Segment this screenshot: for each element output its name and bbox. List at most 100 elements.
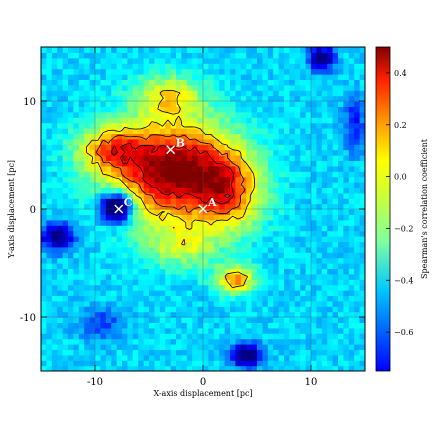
heatmap-cell bbox=[257, 354, 263, 361]
heatmap-cell bbox=[219, 165, 226, 172]
heatmap-cell bbox=[149, 236, 155, 242]
heatmap-cell bbox=[89, 182, 96, 188]
heatmap-cell bbox=[105, 84, 112, 91]
heatmap-cell bbox=[111, 338, 118, 345]
heatmap-cell bbox=[230, 214, 236, 221]
heatmap-cell bbox=[143, 198, 150, 205]
heatmap-cell bbox=[246, 144, 253, 151]
heatmap-cell bbox=[122, 230, 128, 237]
heatmap-cell bbox=[235, 257, 242, 264]
heatmap-cell bbox=[359, 338, 365, 345]
heatmap-cell bbox=[154, 122, 161, 129]
heatmap-cell bbox=[51, 246, 58, 253]
heatmap-cell bbox=[203, 327, 209, 334]
heatmap-cell bbox=[300, 354, 307, 361]
heatmap-cell bbox=[359, 225, 365, 232]
heatmap-cell bbox=[100, 338, 107, 345]
heatmap-cell bbox=[284, 47, 290, 53]
heatmap-cell bbox=[57, 230, 64, 237]
heatmap-cell bbox=[78, 327, 85, 334]
heatmap-cell bbox=[154, 95, 161, 102]
heatmap-cell bbox=[41, 117, 47, 124]
heatmap-cell bbox=[170, 74, 177, 80]
heatmap-cell bbox=[68, 187, 74, 194]
heatmap-cell bbox=[181, 209, 188, 215]
heatmap-cell bbox=[208, 192, 215, 199]
heatmap-cell bbox=[127, 101, 134, 107]
heatmap-cell bbox=[51, 160, 58, 167]
heatmap-cell bbox=[105, 263, 112, 269]
heatmap-cell bbox=[89, 90, 96, 97]
heatmap-cell bbox=[219, 90, 226, 97]
heatmap-cell bbox=[105, 214, 112, 221]
heatmap-cell bbox=[343, 338, 350, 345]
heatmap-cell bbox=[273, 360, 280, 367]
heatmap-cell bbox=[192, 279, 199, 286]
heatmap-cell bbox=[332, 63, 339, 70]
heatmap-cell bbox=[149, 317, 155, 323]
heatmap-cell bbox=[251, 241, 258, 248]
heatmap-cell bbox=[165, 257, 172, 264]
heatmap-cell bbox=[316, 138, 323, 145]
heatmap-cell bbox=[359, 203, 365, 210]
heatmap-cell bbox=[138, 257, 145, 264]
heatmap-cell bbox=[186, 263, 193, 269]
heatmap-cell bbox=[348, 219, 355, 226]
heatmap-cell bbox=[257, 344, 263, 350]
heatmap-cell bbox=[203, 192, 209, 199]
heatmap-cell bbox=[321, 171, 328, 178]
heatmap-cell bbox=[257, 106, 263, 113]
heatmap-cell bbox=[343, 171, 350, 178]
heatmap-cell bbox=[321, 279, 328, 286]
heatmap-cell bbox=[305, 52, 312, 59]
heatmap-cell bbox=[321, 344, 328, 350]
heatmap-cell bbox=[305, 155, 312, 161]
y-tick-label: 0 bbox=[30, 205, 36, 216]
heatmap-cell bbox=[122, 52, 128, 59]
heatmap-cell bbox=[203, 317, 209, 323]
heatmap-cell bbox=[95, 344, 101, 350]
heatmap-cell bbox=[240, 101, 247, 107]
heatmap-cell bbox=[305, 295, 312, 302]
heatmap-cell bbox=[181, 68, 188, 75]
heatmap-cell bbox=[246, 160, 253, 167]
heatmap-cell bbox=[159, 219, 166, 226]
heatmap-cell bbox=[267, 68, 274, 75]
heatmap-cell bbox=[89, 241, 96, 248]
heatmap-cell bbox=[159, 349, 166, 356]
heatmap-cell bbox=[289, 117, 296, 124]
heatmap-cell bbox=[176, 257, 182, 264]
heatmap-cell bbox=[224, 273, 231, 280]
heatmap-cell bbox=[316, 230, 323, 237]
heatmap-cell bbox=[284, 311, 290, 318]
heatmap-cell bbox=[105, 252, 112, 259]
heatmap-cell bbox=[127, 165, 134, 172]
heatmap-cell bbox=[343, 252, 350, 259]
heatmap-cell bbox=[332, 306, 339, 313]
heatmap-cell bbox=[181, 230, 188, 237]
heatmap-cell bbox=[257, 111, 263, 118]
heatmap-cell bbox=[176, 273, 182, 280]
heatmap-cell bbox=[278, 236, 285, 242]
heatmap-cell bbox=[165, 246, 172, 253]
heatmap-cell bbox=[311, 273, 317, 280]
heatmap-cell bbox=[143, 79, 150, 86]
heatmap-cell bbox=[68, 117, 74, 124]
heatmap-cell bbox=[246, 273, 253, 280]
heatmap-cell bbox=[95, 176, 101, 183]
heatmap-cell bbox=[332, 128, 339, 134]
heatmap-cell bbox=[235, 79, 242, 86]
heatmap-cell bbox=[138, 203, 145, 210]
heatmap-cell bbox=[46, 52, 53, 59]
heatmap-cell bbox=[257, 171, 263, 178]
heatmap-cell bbox=[95, 327, 101, 334]
heatmap-cell bbox=[73, 273, 80, 280]
heatmap-cell bbox=[278, 214, 285, 221]
heatmap-cell bbox=[89, 284, 96, 291]
heatmap-cell bbox=[219, 47, 226, 53]
heatmap-cell bbox=[116, 349, 123, 356]
heatmap-cell bbox=[219, 268, 226, 275]
heatmap-cell bbox=[332, 295, 339, 302]
heatmap-cell bbox=[278, 317, 285, 323]
heatmap-cell bbox=[68, 257, 74, 264]
